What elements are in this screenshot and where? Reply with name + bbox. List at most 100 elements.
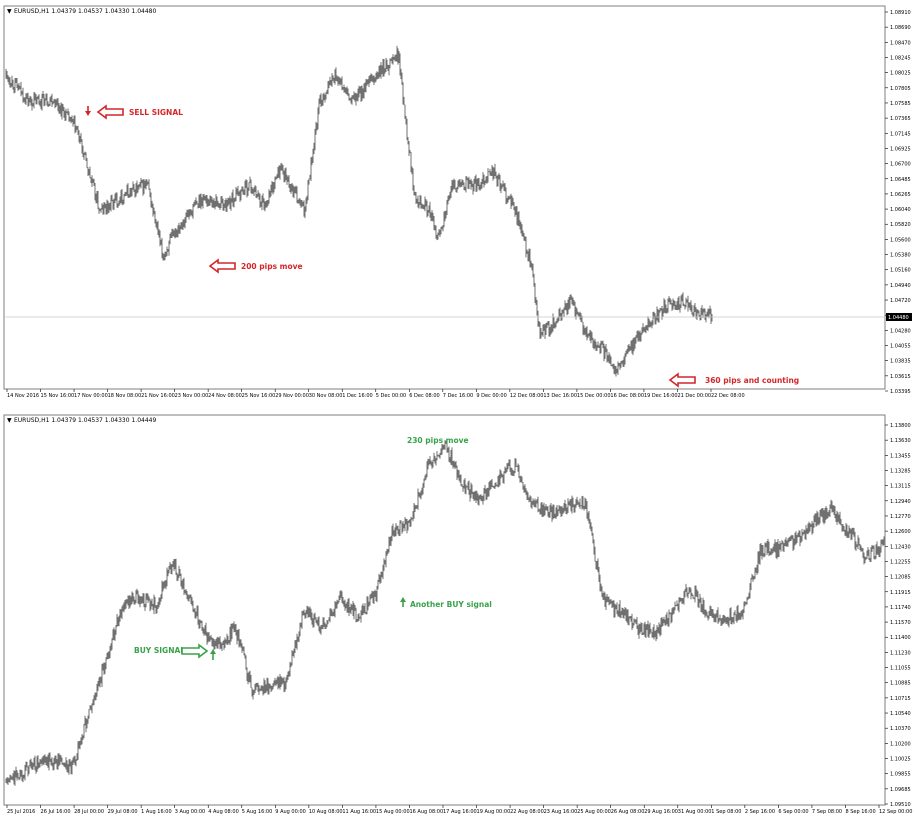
y-tick-label: 1.05380 [890,253,911,259]
move-360-label: 360 pips and counting [705,376,799,385]
y-tick-label: 1.06925 [890,146,911,152]
y-tick-label: 1.11915 [890,590,911,596]
y-tick-label: 1.08245 [890,55,911,61]
left-arrow-icon [668,372,696,388]
x-tick-label: 21 Nov 16:00 [141,393,175,399]
x-tick-label: 16 Aug 08:00 [409,809,443,815]
x-tick-label: 29 Aug 16:00 [644,809,678,815]
x-tick-label: 12 Dec 08:00 [510,393,544,399]
another-buy-label: Another BUY signal [410,600,492,609]
another-buy-marker [400,597,406,607]
move-230-label: 230 pips move [407,436,469,445]
y-tick-label: 1.05820 [890,222,911,228]
x-tick-label: 17 Nov 00:00 [74,393,108,399]
y-tick-label: 1.12085 [890,575,911,581]
chart-title-group: ▼ EURUSD,H1 1.04379 1.04537 1.04330 1.04… [7,8,156,15]
chart-title-group: ▼ EURUSD,H1 1.04379 1.04537 1.04330 1.04… [7,417,156,424]
x-tick-label: 28 Jul 00:00 [74,809,104,815]
y-tick-label: 1.12770 [890,514,911,520]
y-tick-label: 1.07145 [890,131,911,137]
y-tick-label: 1.04720 [890,298,911,304]
y-tick-label: 1.05600 [890,237,911,243]
chart-panel-top[interactable]: ▼ EURUSD,H1 1.04379 1.04537 1.04330 1.04… [0,0,916,400]
y-tick-label: 1.13285 [890,468,911,474]
x-tick-label: 23 Nov 00:00 [175,393,209,399]
y-tick-label: 1.07365 [890,116,911,122]
y-tick-label: 1.08910 [890,10,911,16]
price-chart-bottom[interactable]: ▼ EURUSD,H1 1.04379 1.04537 1.04330 1.04… [0,409,916,819]
plot-area [3,5,886,390]
x-tick-label: 11 Aug 16:00 [342,809,376,815]
x-tick-label: 9 Aug 00:00 [275,809,306,815]
y-tick-label: 1.10540 [890,711,911,717]
current-price-badge [886,313,912,321]
x-tick-label: 23 Aug 16:00 [544,809,578,815]
y-tick-label: 1.06485 [890,177,911,183]
x-tick-label: 2 Sep 16:00 [745,809,775,815]
y-tick-label: 1.12600 [890,529,911,535]
y-tick-label: 1.11230 [890,650,911,656]
y-tick-label: 1.11055 [890,666,911,672]
x-tick-label: 4 Aug 08:00 [208,809,239,815]
y-tick-label: 1.10715 [890,696,911,702]
y-tick-label: 1.04055 [890,344,911,350]
y-tick-label: 1.07585 [890,101,911,107]
chart-panel-bottom[interactable]: ▼ EURUSD,H1 1.04379 1.04537 1.04330 1.04… [0,409,916,819]
chart-title: EURUSD,H1 1.04379 1.04537 1.04330 1.0444… [14,417,156,424]
y-tick-label: 1.11740 [890,605,911,611]
price-series [5,440,885,786]
y-tick-label: 1.07805 [890,86,911,92]
y-axis: 1.08910 1.08690 1.08470 1.08245 1.08025 1.078… [885,10,911,395]
y-tick-label: 1.06700 [890,162,911,168]
left-arrow-icon [208,258,236,274]
y-tick-label: 1.13115 [890,484,911,490]
x-tick-label: 24 Nov 08:00 [208,393,242,399]
sell-signal-label: SELL SIGNAL [129,108,183,117]
x-tick-label: 10 Aug 08:00 [309,809,343,815]
panel-separator [0,400,916,409]
y-tick-label: 1.06040 [890,207,911,213]
x-tick-label: 15 Nov 16:00 [41,393,75,399]
price-chart-top[interactable]: ▼ EURUSD,H1 1.04379 1.04537 1.04330 1.04… [0,0,916,400]
chart-title-icon: ▼ [7,8,12,15]
buy-signal-label: BUY SIGNAL [134,646,185,655]
x-tick-label: 25 Jul 2016 [7,809,35,815]
x-tick-label: 15 Aug 00:00 [376,809,410,815]
right-arrow-icon [181,643,209,659]
x-tick-label: 5 Dec 00:00 [376,393,406,399]
y-tick-label: 1.09685 [890,787,911,793]
x-tick-label: 1 Dec 16:00 [342,393,372,399]
sell-signal-marker [85,106,91,116]
y-tick-label: 1.05160 [890,268,911,274]
y-tick-label: 1.06265 [890,192,911,198]
x-tick-label: 7 Sep 08:00 [812,809,842,815]
y-tick-label: 1.03395 [890,389,911,395]
y-tick-label: 1.08025 [890,71,911,77]
y-tick-label: 1.08690 [890,25,911,31]
x-tick-label: 22 Dec 08:00 [711,393,745,399]
buy-signal-marker [210,649,216,660]
chart-title-icon: ▼ [7,417,12,424]
x-tick-label: 8 Sep 16:00 [845,809,875,815]
x-tick-label: 21 Dec 00:00 [677,393,711,399]
x-axis: 14 Nov 2016 15 Nov 16:00 17 Nov 00:00 18 No… [6,389,745,399]
left-arrow-icon [96,104,124,120]
x-tick-label: 3 Aug 00:00 [175,809,206,815]
y-tick-label: 1.13455 [890,453,911,459]
x-tick-label: 1 Sep 08:00 [711,809,741,815]
y-tick-label: 1.10370 [890,726,911,732]
y-tick-label: 1.08470 [890,40,911,46]
x-tick-label: 22 Aug 08:00 [510,809,544,815]
x-tick-label: 6 Sep 00:00 [778,809,808,815]
move-200-label: 200 pips move [241,262,303,271]
y-tick-label: 1.10025 [890,757,911,763]
x-tick-label: 5 Aug 16:00 [242,809,273,815]
x-tick-label: 6 Dec 08:00 [409,393,439,399]
x-axis: 25 Jul 2016 26 Jul 16:00 28 Jul 00:00 29 Ju… [6,805,912,815]
y-tick-label: 1.09510 [890,802,911,808]
y-tick-label: 1.13630 [890,438,911,444]
x-tick-label: 26 Jul 16:00 [41,809,71,815]
x-tick-label: 31 Aug 00:00 [678,809,712,815]
y-tick-label: 1.04280 [890,328,911,334]
y-tick-label: 1.12940 [890,499,911,505]
